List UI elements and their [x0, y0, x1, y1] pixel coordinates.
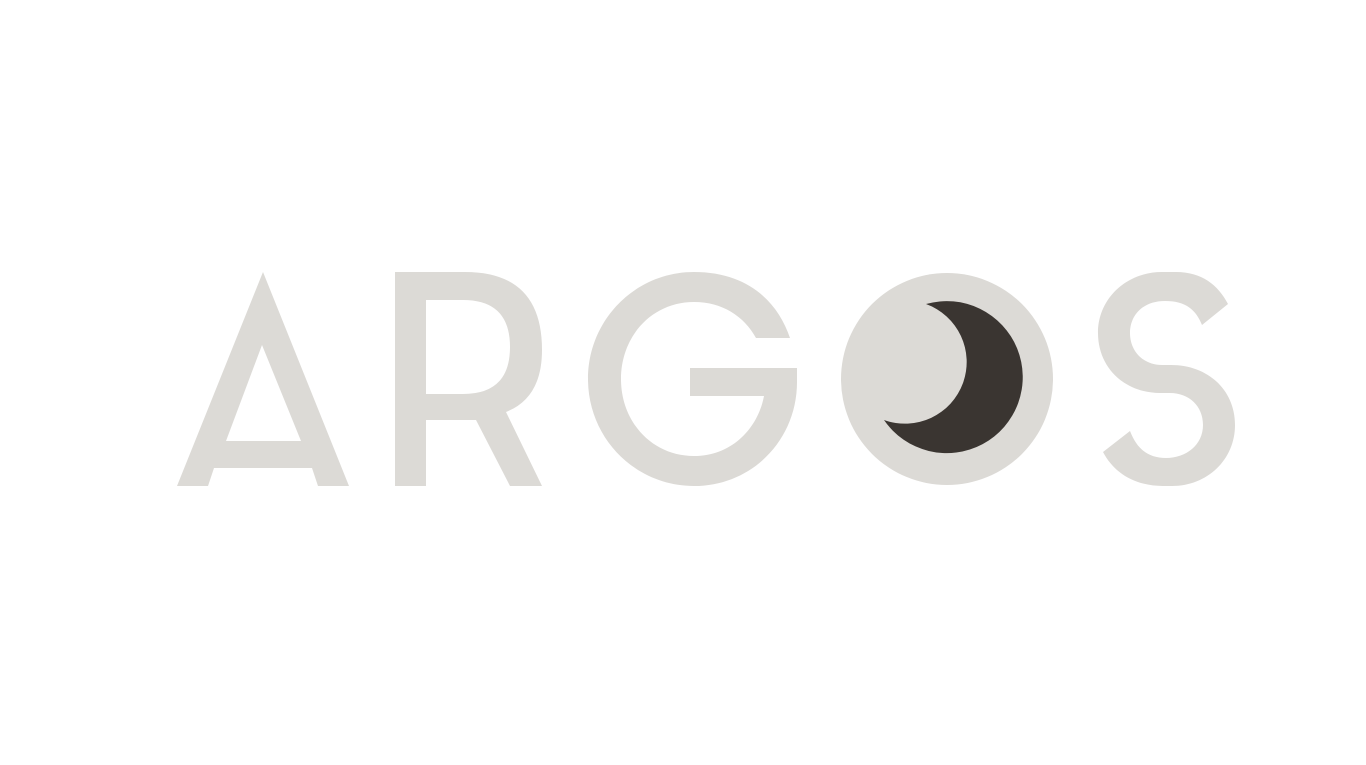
letter-g — [588, 272, 797, 486]
letter-a — [177, 272, 349, 486]
letter-r — [395, 272, 542, 486]
crescent-moon-icon — [884, 301, 1023, 454]
letter-s — [1098, 272, 1235, 486]
